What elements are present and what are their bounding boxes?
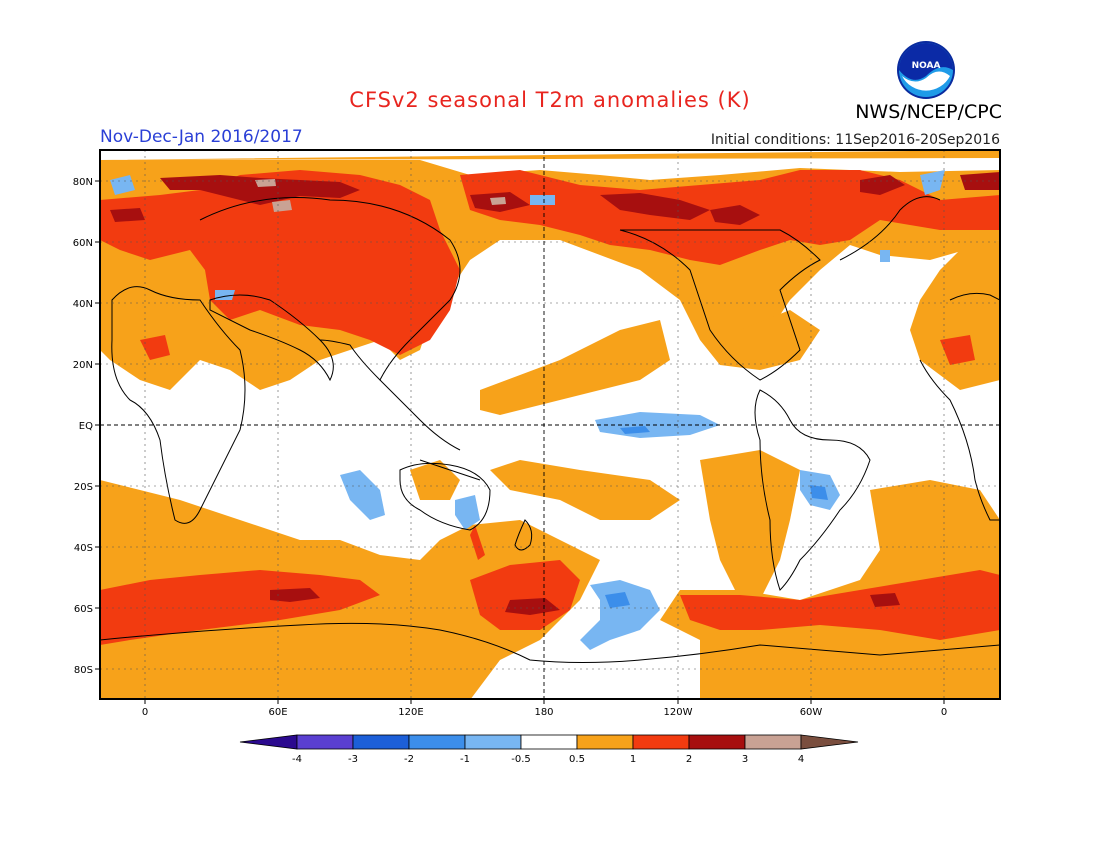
lat-label: 40N	[73, 299, 93, 310]
colorbar-label: 0.5	[569, 754, 585, 765]
latitude-labels: 80N 60N 40N 20N EQ 20S 40S 60S 80S	[73, 177, 93, 676]
colorbar	[239, 734, 859, 750]
colorbar-arrow-high	[800, 734, 859, 750]
lat-label: 40S	[74, 543, 93, 554]
lon-label: 0	[142, 707, 148, 718]
lat-label: 80N	[73, 177, 93, 188]
colorbar-segment	[352, 734, 410, 750]
lon-label: 120W	[664, 707, 693, 718]
anomaly-shading	[100, 150, 1000, 699]
lon-label: 180	[534, 707, 553, 718]
agency-label: NWS/NCEP/CPC	[855, 101, 1002, 123]
colorbar-label: -3	[348, 754, 358, 765]
colorbar-segment	[576, 734, 634, 750]
anomaly-band-3-4	[255, 179, 506, 212]
lon-label: 120E	[398, 707, 423, 718]
colorbar-labels: -4 -3 -2 -1 -0.5 0.5 1 2 3 4	[292, 754, 804, 765]
colorbar-segment	[464, 734, 522, 750]
colorbar-segment	[688, 734, 746, 750]
colorbar-label: 2	[686, 754, 692, 765]
noaa-logo-icon: NOAA	[897, 41, 955, 99]
reference-lines	[100, 150, 1000, 699]
initial-conditions: Initial conditions: 11Sep2016-20Sep2016	[710, 132, 1000, 148]
lon-label: 0	[941, 707, 947, 718]
colorbar-label: 1	[630, 754, 636, 765]
anomaly-band-neg1-neg2	[605, 426, 828, 608]
colorbar-label: -0.5	[511, 754, 531, 765]
lat-label: 60S	[74, 604, 93, 615]
lat-label: 60N	[73, 238, 93, 249]
lon-label: 60E	[268, 707, 287, 718]
anomaly-band-2-3	[110, 172, 1000, 615]
lon-label: 60W	[800, 707, 823, 718]
colorbar-segment	[520, 734, 578, 750]
graticule	[100, 150, 1000, 699]
lat-label: EQ	[79, 421, 93, 432]
colorbar-segment	[408, 734, 466, 750]
forecast-period: Nov-Dec-Jan 2016/2017	[100, 127, 303, 147]
longitude-labels: 0 60E 120E 180 120W 60W 0	[142, 707, 947, 718]
lat-label: 80S	[74, 665, 93, 676]
colorbar-segment	[744, 734, 802, 750]
colorbar-label: 4	[798, 754, 804, 765]
colorbar-label: 3	[742, 754, 748, 765]
colorbar-label: -1	[460, 754, 470, 765]
colorbar-segment	[296, 734, 354, 750]
colorbar-label: -2	[404, 754, 414, 765]
chart-title: CFSv2 seasonal T2m anomalies (K)	[349, 88, 751, 112]
colorbar-label: -4	[292, 754, 302, 765]
lat-label: 20N	[73, 360, 93, 371]
colorbar-segment	[632, 734, 690, 750]
noaa-logo-text: NOAA	[912, 61, 941, 71]
lat-label: 20S	[74, 482, 93, 493]
colorbar-arrow-low	[239, 734, 298, 750]
coastlines	[100, 196, 1000, 663]
axis-ticks	[95, 180, 945, 704]
